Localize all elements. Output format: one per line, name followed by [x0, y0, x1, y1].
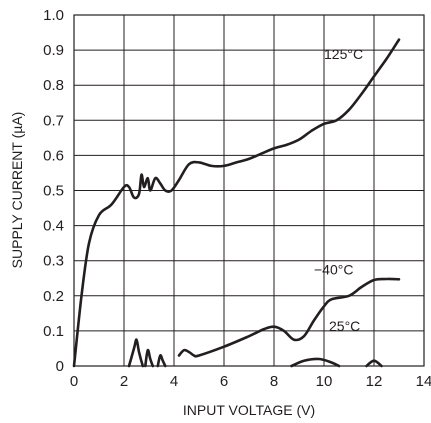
series-25c-line: [365, 359, 383, 368]
series-125c-line: [72, 38, 401, 368]
x-tick-label: 10: [316, 373, 333, 390]
x-tick-label: 8: [270, 373, 278, 390]
y-tick-label: 0.7: [43, 112, 64, 129]
x-axis-label: INPUT VOLTAGE (V): [183, 402, 315, 418]
x-tick-label: 14: [416, 373, 431, 390]
series-25c-line: [127, 338, 145, 368]
x-tick-label: 0: [70, 373, 78, 390]
y-tick-label: 0.8: [43, 77, 64, 94]
x-tick-label: 4: [170, 373, 178, 390]
grid: [74, 15, 424, 366]
y-tick-label: 0.6: [43, 147, 64, 164]
y-tick-label: 0.1: [43, 323, 64, 340]
series-40c-line: [177, 277, 401, 358]
x-tick-label: 6: [220, 373, 228, 390]
series-25c-line: [290, 357, 341, 368]
series-25c-line: [156, 354, 167, 368]
series-40c-label: −40°C: [314, 262, 353, 278]
y-tick-label: 0.5: [43, 183, 64, 200]
y-tick-label: 1.0: [43, 7, 64, 24]
y-tick-label: 0.2: [43, 288, 64, 305]
y-tick-label: 0.9: [43, 42, 64, 59]
curves: [72, 38, 401, 368]
y-tick-label: 0.4: [43, 218, 64, 235]
series-125c-label: 125°C: [324, 46, 363, 62]
y-axis-label: SUPPLY CURRENT (µA): [9, 112, 25, 269]
plot-frame: [73, 14, 425, 367]
labels: 0 2 4 6 8 10 12 14 0 0.1 0.2 0.3 0.4 0.5 0.6 0.7 0.8 0.9 1…: [43, 7, 431, 390]
x-tick-label: 2: [120, 373, 128, 390]
y-tick-label: 0.3: [43, 253, 64, 270]
series-25c-label: 25°C: [329, 318, 360, 334]
series-25c-line: [144, 348, 155, 368]
y-tick-label: 0: [56, 358, 64, 375]
x-tick-label: 12: [366, 373, 383, 390]
